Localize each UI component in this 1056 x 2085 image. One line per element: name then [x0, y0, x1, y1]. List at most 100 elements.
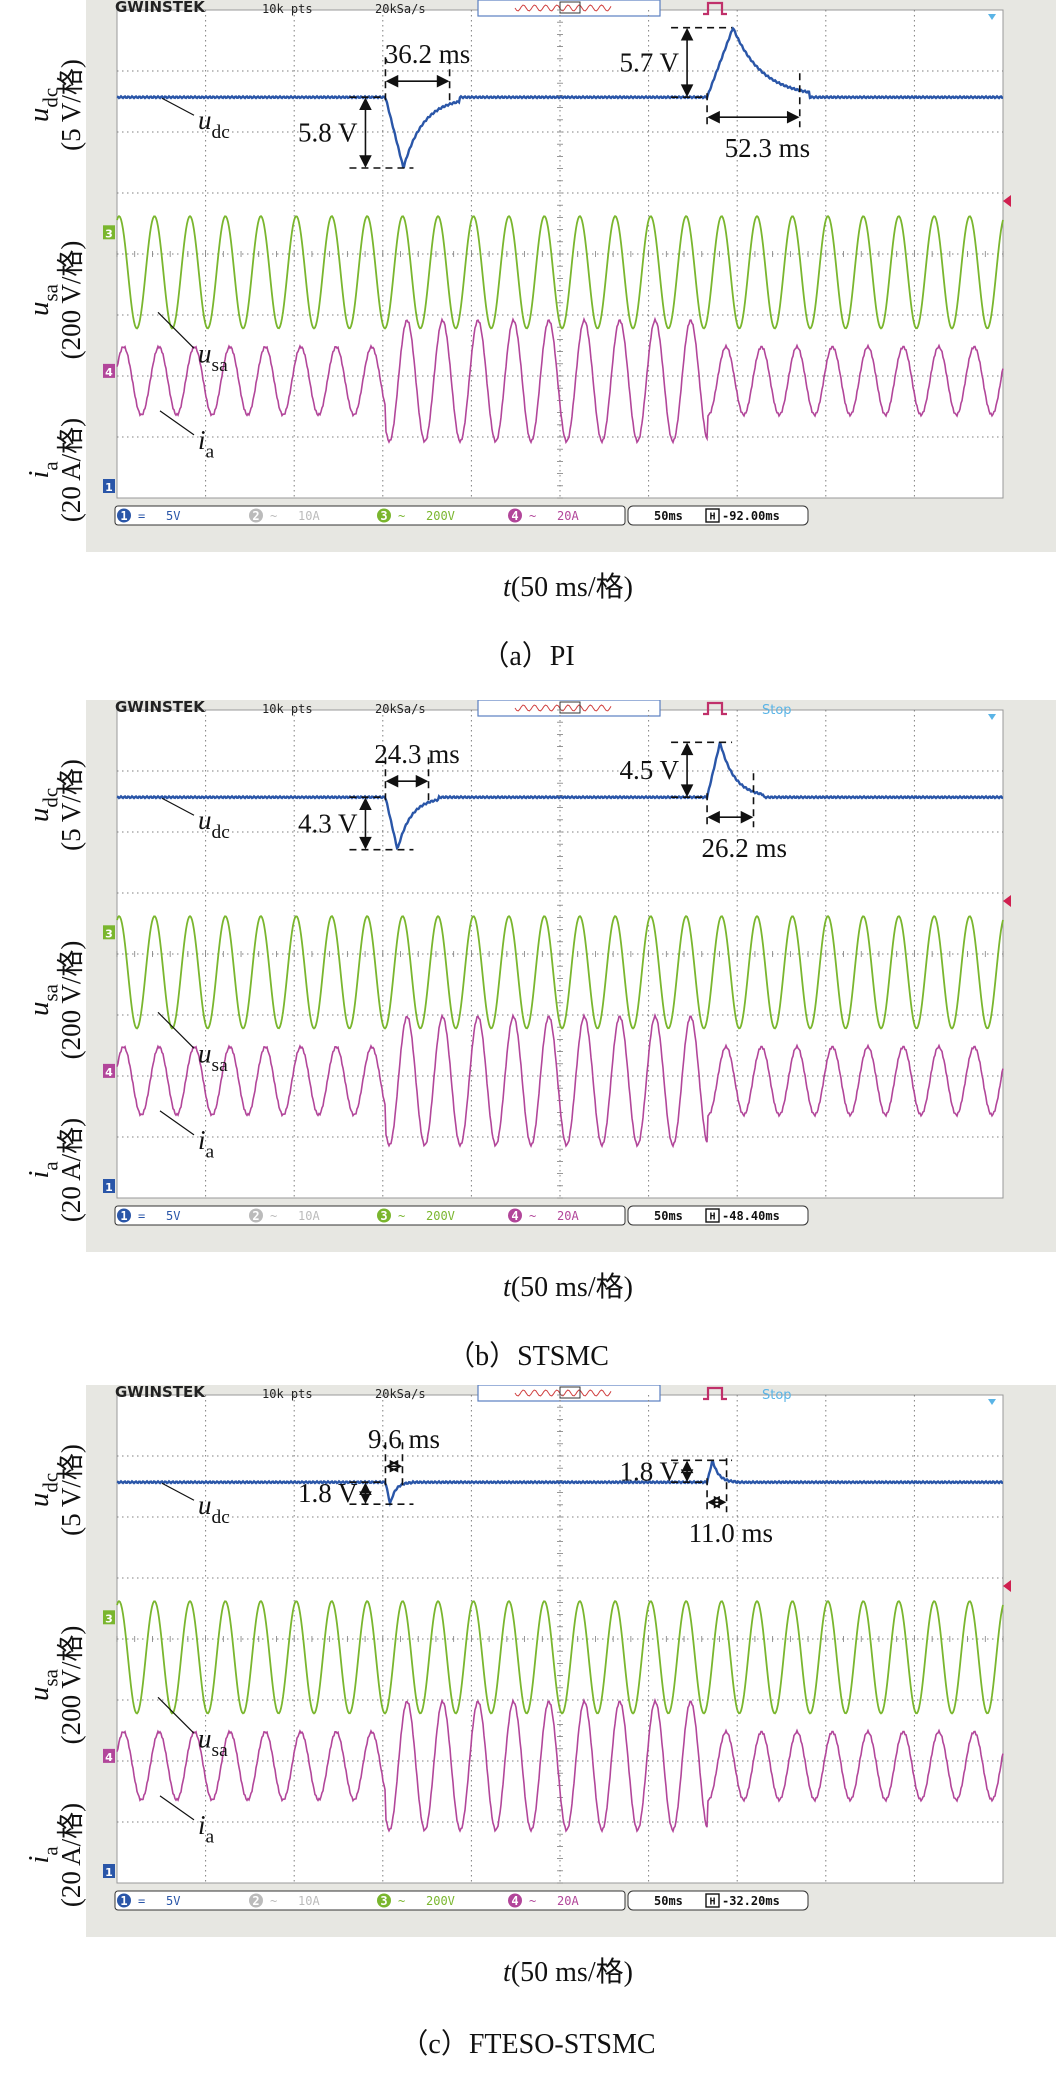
ch1-marker: 1: [103, 1864, 115, 1879]
svg-text:udc: udc: [23, 1473, 62, 1507]
ch1-status: 1 = 5V: [117, 508, 180, 523]
dip-voltage-label: 1.8 V: [298, 1478, 358, 1508]
x-axis-label: t(50 ms/格): [503, 1271, 633, 1303]
ch3-status: 3 ~200V: [377, 1208, 455, 1223]
scope-grid: [116, 709, 1004, 1199]
ch4-status: 4 ~20A: [508, 508, 579, 523]
usa-trace: [116, 1599, 1004, 1715]
udc-trace: [116, 26, 1004, 169]
udc-axis-label: udc(5 V/格): [23, 59, 86, 151]
ch3-status: 3 ~200V: [377, 1893, 455, 1908]
trigger-edge-icon: [703, 701, 727, 716]
ch4-marker: 4: [103, 1748, 115, 1764]
usa-trace-label: usa: [198, 1038, 228, 1076]
ch4-marker-label: 4: [105, 1751, 113, 1764]
ch3-marker: 3: [103, 225, 115, 240]
ch4-marker-label: 4: [105, 366, 113, 379]
ch3-marker-label: 3: [105, 1612, 113, 1625]
run-status: Stop: [762, 703, 792, 718]
dip-time-label: 36.2 ms: [385, 39, 471, 69]
usa-axis-label: usa(200 V/格): [23, 1626, 86, 1745]
scope-header: GWINSTEK 10k pts 20kSa/s: [115, 0, 727, 17]
ch1-marker-label: 1: [105, 1866, 113, 1879]
ch3-status-coupling: ~: [398, 1209, 405, 1223]
svg-text:udc: udc: [23, 88, 62, 122]
record-length: 10k pts: [262, 1387, 313, 1401]
ch2-status-num: 2: [252, 1894, 259, 1908]
ch4-marker: 4: [103, 363, 115, 379]
usa-axis-label: usa(200 V/格): [23, 241, 86, 360]
ch4-marker-label: 4: [105, 1066, 113, 1079]
ch4-status-num: 4: [511, 1209, 518, 1223]
panel-caption: （b）STSMC: [447, 1340, 609, 1372]
scope-svg-1: GWINSTEK 10k pts 20kSa/s 3 4 1 udc usa ia 36.2 ms…: [23, 0, 1056, 672]
udc-axis-label: udc(5 V/格): [23, 1444, 86, 1536]
ch3-marker: 3: [103, 1610, 115, 1625]
ch2-status-num: 2: [252, 1209, 259, 1223]
usa-axis-label-unit: (200 V/格): [56, 241, 86, 360]
ch4-status-coupling: ~: [529, 509, 536, 523]
panel-caption: （a）PI: [481, 640, 574, 672]
channel-status-bar: 1 = 5V 2 ~10A 3 ~200V 4 ~20A 50ms H -32.20ms: [114, 1890, 809, 1911]
rise-voltage-label: 5.7 V: [620, 47, 680, 77]
usa-trace-label: usa: [198, 338, 228, 376]
ia-trace: [116, 316, 1004, 445]
udc-axis-label: udc(5 V/格): [23, 759, 86, 851]
ch1-status-scale: 5V: [166, 509, 180, 523]
udc-trace-label: udc: [198, 805, 230, 843]
timebase-value: 50ms: [654, 509, 683, 523]
dip-voltage-label: 4.3 V: [298, 808, 358, 838]
x-axis-label: t(50 ms/格): [503, 571, 633, 603]
ch2-status: 2 ~10A: [249, 1893, 320, 1908]
ch4-status-num: 4: [511, 1894, 518, 1908]
udc-axis-label-unit: (5 V/格): [56, 1444, 86, 1536]
ch3-marker-label: 3: [105, 227, 113, 240]
panel-caption: （c）FTESO-STSMC: [400, 2028, 655, 2060]
scope-grid: [116, 1394, 1004, 1884]
udc-trace-label: udc: [198, 1490, 230, 1528]
ch2-status-scale: 10A: [298, 1209, 320, 1223]
scope-panel-3: GWINSTEK 10k pts 20kSa/s Stop 3 4 1 udc usa ia 9.6…: [0, 1385, 1056, 2085]
udc-axis-label-unit: (5 V/格): [56, 59, 86, 151]
svg-text:usa: usa: [23, 284, 62, 316]
ch1-status-coupling: =: [138, 509, 145, 523]
record-length: 10k pts: [262, 702, 313, 716]
brand-logo-text: GWINSTEK: [115, 1385, 206, 1401]
svg-text:ia: ia: [23, 1161, 62, 1178]
ch4-marker: 4: [103, 1063, 115, 1079]
annotations: [349, 1442, 733, 1513]
ch2-status-coupling: ~: [270, 1209, 277, 1223]
ch3-status-num: 3: [380, 509, 387, 523]
ch4-status: 4 ~20A: [508, 1893, 579, 1908]
dip-time-label: 24.3 ms: [374, 739, 460, 769]
ch4-status: 4 ~20A: [508, 1208, 579, 1223]
scope-header: GWINSTEK 10k pts 20kSa/s Stop: [115, 1385, 792, 1403]
sample-rate: 20kSa/s: [375, 1387, 426, 1401]
ch3-status-scale: 200V: [426, 1894, 455, 1908]
ch2-status-coupling: ~: [270, 509, 277, 523]
ch2-status-num: 2: [252, 509, 259, 523]
svg-text:usa: usa: [23, 1669, 62, 1701]
ch1-status-scale: 5V: [166, 1894, 180, 1908]
ch3-status-coupling: ~: [398, 1894, 405, 1908]
usa-trace: [116, 214, 1004, 330]
ia-trace-label: ia: [198, 425, 215, 463]
ch1-status-coupling: =: [138, 1209, 145, 1223]
ch1-status-coupling: =: [138, 1894, 145, 1908]
trigger-edge-icon: [703, 1386, 727, 1401]
rise-time-label: 52.3 ms: [725, 133, 811, 163]
dip-voltage-label: 5.8 V: [298, 118, 358, 148]
ch1-status-num: 1: [120, 1209, 127, 1223]
ch3-marker-label: 3: [105, 927, 113, 940]
ch3-status-num: 3: [380, 1894, 387, 1908]
annotations: [349, 26, 801, 169]
rise-time-label: 11.0 ms: [689, 1518, 774, 1548]
udc-trace: [116, 1459, 1004, 1508]
ch1-marker: 1: [103, 479, 115, 494]
svg-text:H: H: [709, 1897, 715, 1908]
memory-bar: [477, 700, 661, 717]
ch4-status-coupling: ~: [529, 1894, 536, 1908]
dip-time-label: 9.6 ms: [368, 1424, 440, 1454]
svg-text:ia: ia: [23, 461, 62, 478]
ch2-status: 2 ~10A: [249, 508, 320, 523]
